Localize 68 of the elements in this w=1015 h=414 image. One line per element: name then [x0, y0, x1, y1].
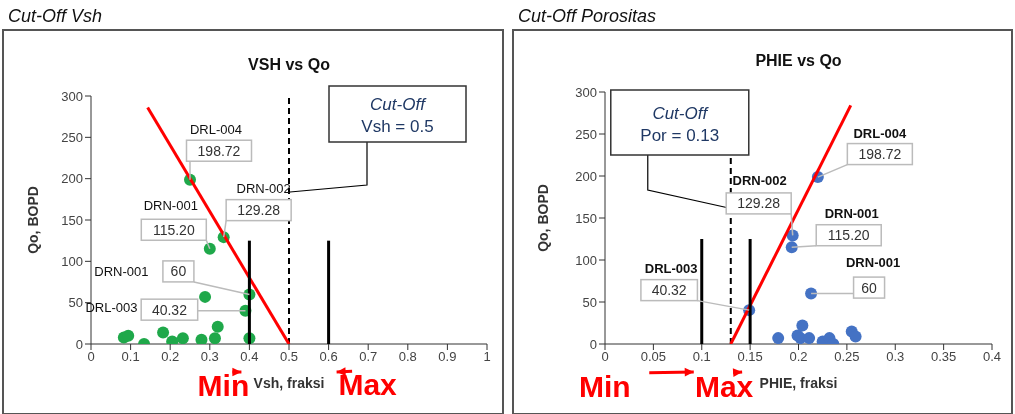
chart-subtitle: PHIE vs Qo: [755, 52, 842, 69]
x-axis-title: PHIE, fraksi: [759, 375, 838, 391]
x-tick-label: 0.7: [359, 349, 378, 365]
y-tick-label: 50: [582, 294, 597, 310]
x-tick-label: 0.15: [737, 349, 763, 365]
x-tick-label: 0.8: [398, 349, 417, 365]
chart-subtitle: VSH vs Qo: [248, 56, 331, 73]
annotation: DRL-004: [853, 126, 907, 142]
annotation: DRN-001: [143, 197, 198, 213]
annotation: Max: [694, 370, 754, 403]
x-tick-label: 0.2: [789, 349, 808, 365]
y-tick-label: 0: [75, 336, 83, 352]
data-label: 60: [861, 279, 878, 296]
data-label: 115.20: [152, 221, 195, 238]
x-tick-label: 0: [601, 349, 609, 365]
x-tick-label: 0.25: [834, 349, 860, 365]
x-tick-label: 0.3: [200, 349, 219, 365]
x-axis-title: Vsh, fraksi: [253, 375, 325, 391]
annotation: DRN-002: [732, 173, 787, 189]
x-tick-label: 0.5: [279, 349, 299, 365]
y-tick-label: 0: [589, 336, 597, 352]
y-tick-label: 100: [61, 253, 83, 269]
annotation: Max: [338, 368, 398, 401]
annotation: DRN-002: [236, 181, 291, 197]
data-label: 115.20: [827, 227, 870, 244]
y-tick-label: 50: [68, 295, 83, 311]
data-label: 198.72: [858, 146, 902, 163]
x-tick-label: 0.6: [319, 349, 338, 365]
y-tick-label: 300: [61, 88, 83, 104]
x-tick-label: 0.9: [438, 349, 457, 365]
x-tick-label: 0.05: [640, 349, 667, 365]
data-label: 40.32: [651, 282, 687, 299]
annotation: Min: [578, 370, 631, 403]
y-tick-label: 150: [61, 212, 83, 228]
data-label: 129.28: [737, 195, 781, 212]
y-tick-label: 200: [575, 168, 597, 184]
y-tick-label: 250: [61, 129, 83, 145]
y-tick-label: 200: [61, 171, 83, 187]
ref-line-label: Cut-Off Vsh = 0.5: [361, 95, 434, 136]
x-tick-label: 0.1: [121, 349, 140, 365]
x-tick-label: 1: [483, 349, 491, 365]
y-tick-label: 100: [575, 252, 597, 268]
x-tick-label: 0.1: [692, 349, 711, 365]
annotation: DRN-001: [94, 264, 149, 280]
chart-title: Cut-Off Porositas: [518, 6, 657, 26]
x-tick-label: 0.35: [930, 349, 957, 365]
chart-title: Cut-Off Vsh: [8, 6, 103, 26]
annotation: DRL-003: [85, 299, 138, 315]
annotation: DRN-001: [845, 254, 901, 270]
x-tick-label: 0.4: [240, 349, 259, 365]
y-tick-label: 300: [575, 84, 597, 100]
annotation: DRN-001: [824, 206, 879, 222]
ref-line-label: Cut-Off Por = 0.13: [640, 103, 720, 145]
annotation: Min: [197, 369, 250, 402]
x-tick-label: 0.4: [982, 349, 1002, 365]
data-label: 60: [170, 263, 187, 280]
y-axis-title: Qo, BOPD: [25, 186, 41, 254]
y-tick-label: 250: [575, 126, 597, 142]
x-tick-label: 0.3: [886, 349, 905, 365]
data-label: 129.28: [237, 202, 281, 219]
x-tick-label: 0: [87, 349, 95, 365]
x-tick-label: 0.2: [161, 349, 180, 365]
y-axis-title: Qo, BOPD: [535, 184, 551, 252]
y-tick-label: 150: [575, 210, 597, 226]
data-label: 40.32: [151, 301, 188, 318]
annotation: DRL-004: [189, 121, 243, 137]
annotation: DRL-003: [644, 261, 698, 277]
data-label: 198.72: [197, 142, 241, 159]
